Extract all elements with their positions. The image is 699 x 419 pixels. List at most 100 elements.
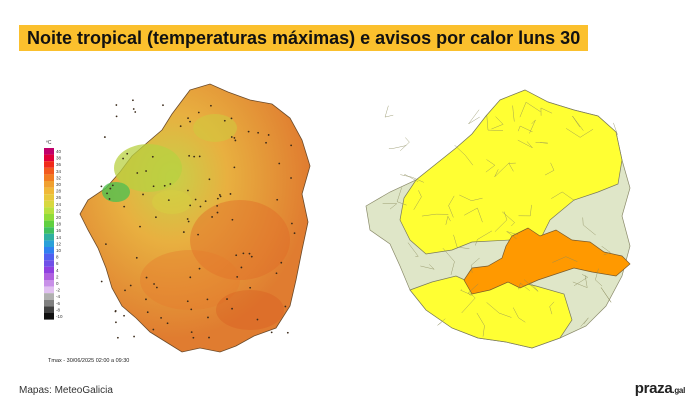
municipal-line	[518, 282, 530, 291]
station-dot	[129, 284, 132, 287]
station-dot	[103, 136, 106, 138]
station-dot	[116, 336, 119, 339]
station-dot	[231, 307, 233, 310]
legend-label: 4	[56, 268, 59, 273]
station-dot	[219, 195, 222, 198]
legend-label: -10	[56, 314, 63, 319]
municipal-line	[491, 116, 504, 130]
station-dot	[134, 111, 137, 113]
legend-label: 28	[56, 189, 62, 194]
legend-label: 6	[56, 261, 59, 266]
station-dot	[115, 104, 118, 106]
hot-zone	[140, 250, 240, 310]
legend-label: 26	[56, 195, 62, 200]
municipal-line	[552, 256, 578, 263]
legend-swatch	[44, 194, 54, 201]
legend-swatch	[44, 266, 54, 274]
municipal-line	[573, 274, 589, 287]
municipal-line	[566, 128, 594, 138]
station-dot	[115, 115, 118, 118]
municipal-line	[468, 283, 479, 296]
station-dot	[142, 193, 144, 196]
municipal-line	[494, 162, 510, 178]
station-dot	[236, 276, 239, 278]
municipal-line	[448, 195, 455, 218]
municipal-line	[485, 159, 496, 173]
station-dot	[162, 104, 164, 107]
legend-swatch	[44, 299, 54, 307]
station-dot	[265, 141, 267, 144]
station-dot	[123, 314, 125, 317]
legend-swatch	[44, 161, 54, 168]
station-dot	[216, 204, 219, 207]
station-dot	[231, 218, 234, 221]
municipal-line	[476, 312, 485, 337]
municipal-line	[517, 125, 533, 133]
municipal-line	[404, 174, 419, 182]
municipal-line	[549, 301, 555, 315]
station-dot	[208, 178, 211, 181]
station-dot	[216, 211, 219, 214]
station-points	[100, 99, 296, 339]
hot-zone	[216, 290, 284, 330]
temperature-map: 4038363432302826242220181614121086420-2-…	[44, 83, 311, 364]
legend-label: -6	[56, 301, 60, 306]
station-dot	[114, 310, 117, 313]
station-dot	[204, 200, 207, 203]
cool-zone	[102, 182, 130, 202]
station-dot	[248, 252, 251, 255]
legend-label: 8	[56, 255, 59, 260]
station-dot	[249, 286, 252, 289]
station-dot	[132, 108, 135, 110]
legend-swatch	[44, 220, 54, 228]
municipal-line	[468, 109, 480, 125]
legend-label: -8	[56, 307, 60, 312]
station-dot	[106, 192, 108, 195]
station-dot	[187, 117, 189, 120]
legend-swatch	[44, 214, 54, 221]
station-dot	[136, 172, 139, 174]
station-dot	[115, 321, 117, 324]
station-dot	[229, 193, 232, 195]
municipal-line	[582, 217, 596, 236]
station-dot	[280, 261, 283, 264]
municipal-line	[413, 190, 422, 210]
map-credit: Mapas: MeteoGalicia	[19, 385, 113, 396]
municipal-line	[461, 292, 476, 314]
legend-swatch	[44, 154, 54, 162]
municipal-line	[400, 137, 410, 151]
legend-label: 32	[56, 175, 62, 180]
municipal-boundaries	[382, 101, 619, 337]
station-dot	[100, 185, 103, 188]
station-dot	[230, 117, 233, 120]
station-dot	[151, 155, 154, 158]
cool-zone	[114, 144, 182, 192]
station-dot	[100, 280, 103, 283]
station-dot	[190, 331, 193, 333]
station-dot	[111, 184, 114, 187]
station-dot	[233, 137, 236, 139]
municipal-line	[460, 289, 473, 296]
station-dot	[135, 256, 138, 259]
station-dot	[223, 119, 226, 122]
municipal-line	[529, 119, 536, 134]
legend-label: 10	[56, 248, 62, 253]
legend-label: 12	[56, 241, 62, 246]
station-dot	[123, 205, 126, 208]
station-dot	[189, 120, 191, 123]
station-dot	[187, 189, 189, 192]
cool-zone	[152, 190, 192, 214]
station-dot	[198, 267, 201, 270]
municipal-line	[454, 145, 474, 166]
legend-label: 0	[56, 281, 59, 286]
station-dot	[166, 322, 169, 325]
municipal-line	[540, 107, 553, 116]
station-dot	[240, 266, 243, 269]
legend-swatch	[44, 286, 54, 294]
station-dot	[235, 254, 238, 257]
municipal-line	[388, 145, 407, 149]
station-dot	[189, 204, 192, 207]
warning-orange	[463, 227, 631, 295]
brand-name: praza	[634, 380, 673, 397]
station-dot	[216, 197, 219, 200]
